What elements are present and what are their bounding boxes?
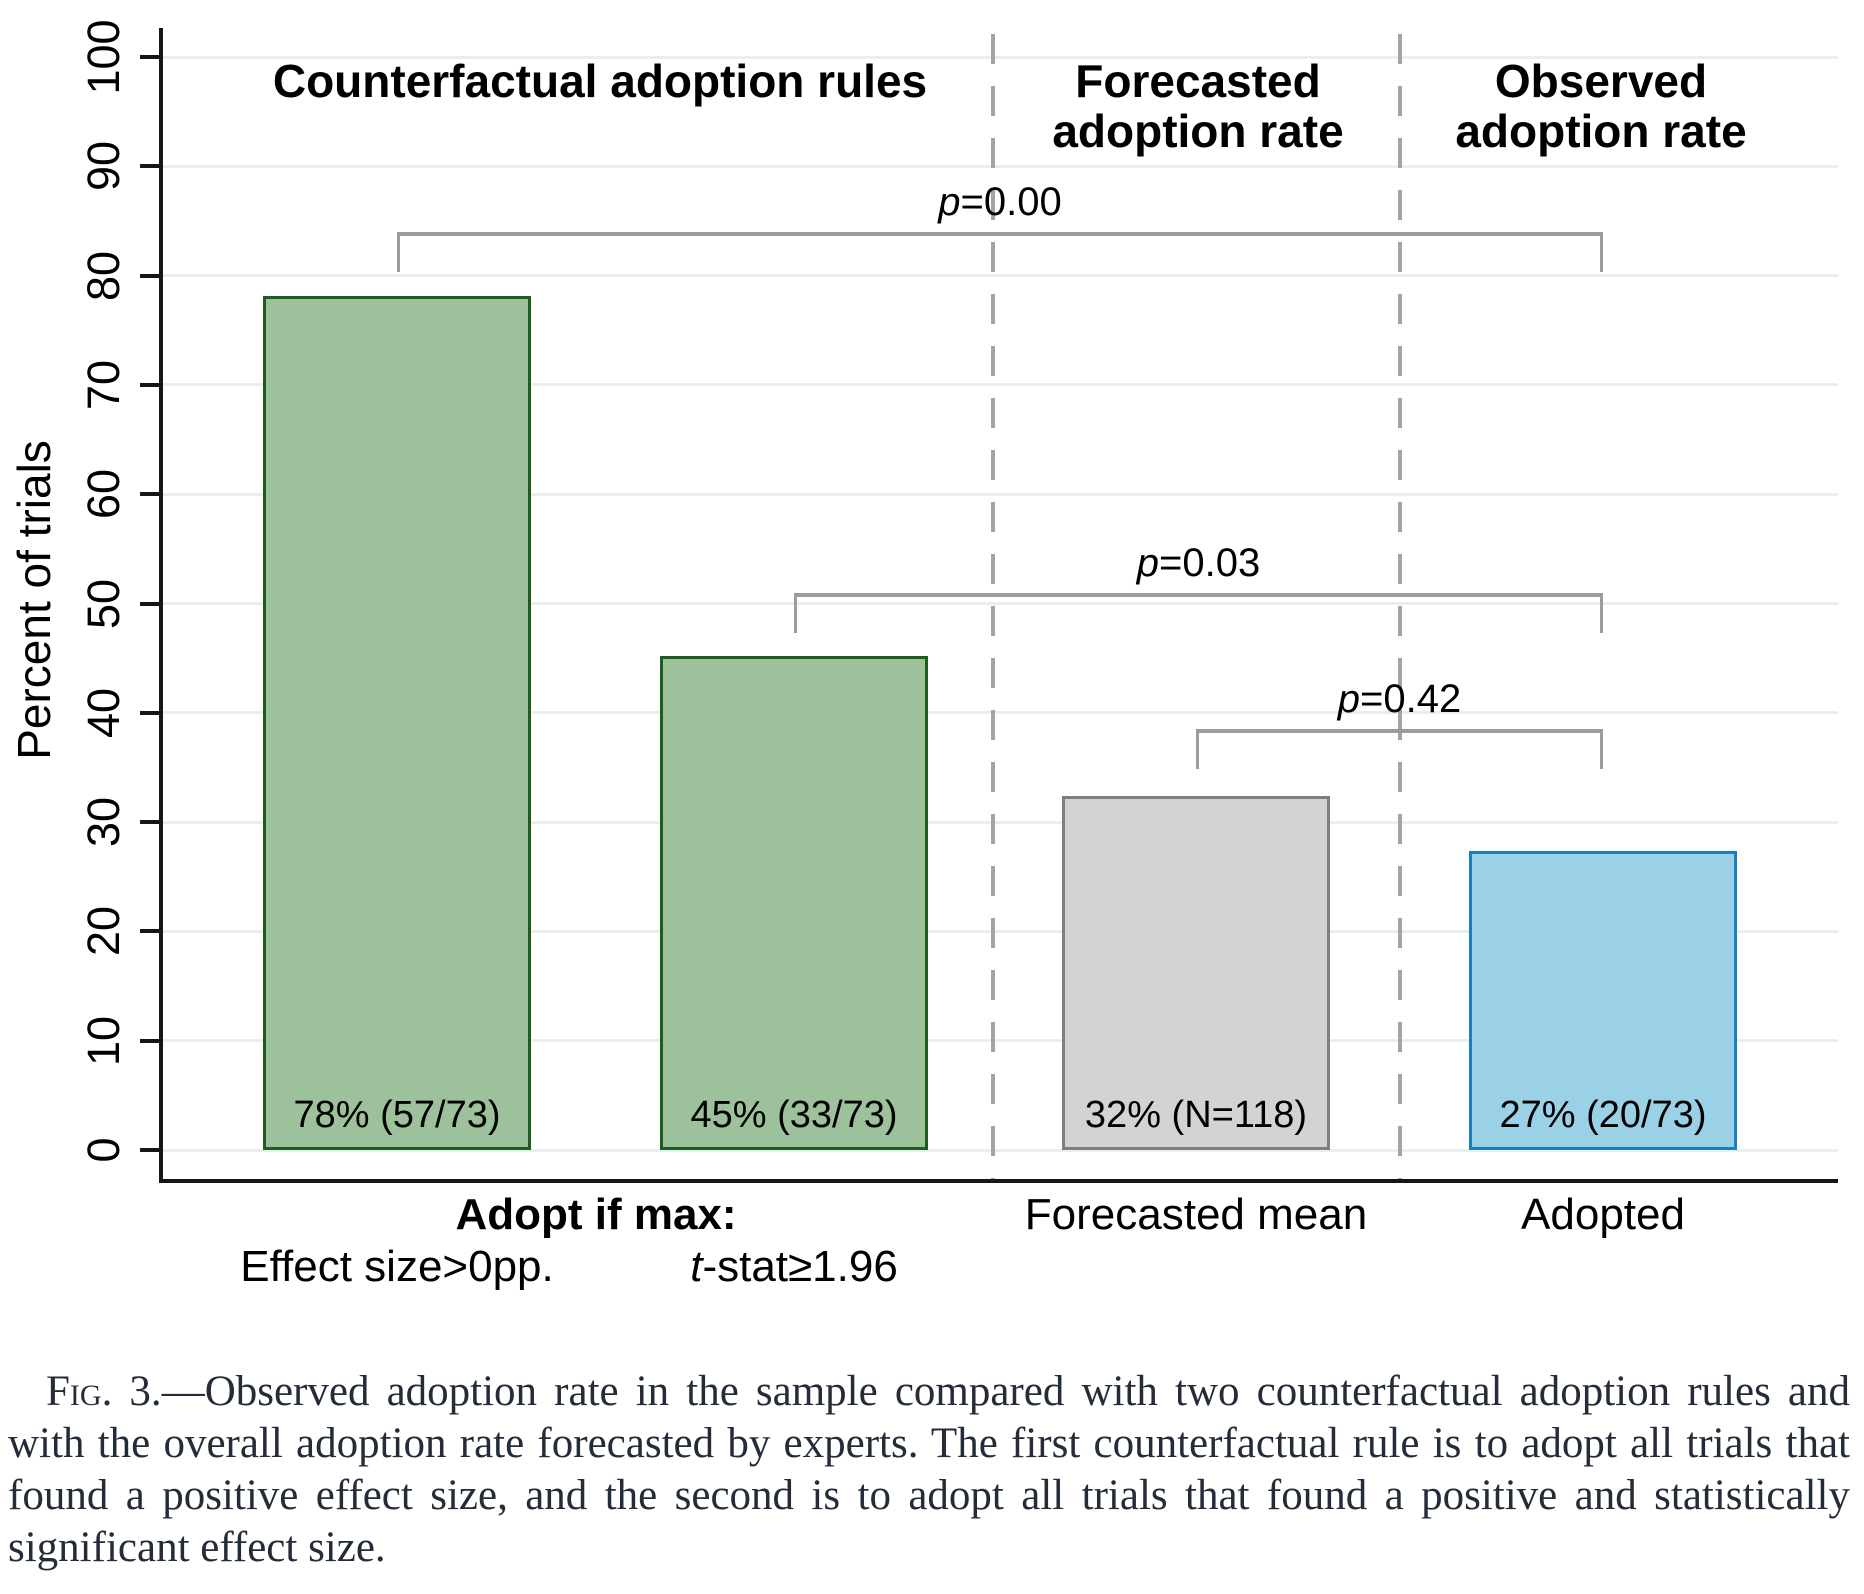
figure-caption-text: —Observed adoption rate in the sample co… bbox=[8, 1368, 1850, 1571]
x-group-label: Adopt if max: bbox=[455, 1190, 737, 1239]
section-header-counterfactual-adoption-rules: Counterfactual adoption rules bbox=[272, 55, 928, 107]
y-axis-line bbox=[159, 28, 163, 1183]
x-axis-line bbox=[159, 1179, 1838, 1183]
gridline bbox=[163, 1039, 1838, 1043]
x-tick-label: t-stat≥1.96 bbox=[690, 1242, 898, 1291]
y-tick-label: 50 bbox=[78, 578, 129, 629]
y-tick-label: 20 bbox=[78, 906, 129, 957]
gridline bbox=[163, 55, 1838, 59]
y-axis-tick bbox=[140, 601, 162, 606]
section-header-observed-adoption-rate: Observed adoption rate bbox=[1455, 55, 1747, 157]
gridline bbox=[163, 602, 1838, 605]
bar: 32% (N=118) bbox=[1062, 795, 1330, 1150]
figure-caption-label: Fig. 3. bbox=[46, 1368, 162, 1415]
y-axis-tick bbox=[140, 492, 162, 497]
y-tick-label: 0 bbox=[78, 1137, 129, 1163]
y-tick-label: 80 bbox=[78, 250, 129, 301]
y-tick-label: 10 bbox=[78, 1015, 129, 1066]
x-tick-label: Forecasted mean bbox=[1024, 1190, 1368, 1239]
y-axis-tick bbox=[140, 273, 162, 278]
gridline bbox=[163, 929, 1838, 933]
p-value-label: p=0.00 bbox=[938, 179, 1062, 224]
p-bracket-tick bbox=[1600, 729, 1603, 770]
bar-value-label: 45% (33/73) bbox=[690, 1093, 898, 1136]
bar-value-label: 78% (57/73) bbox=[293, 1093, 501, 1136]
y-tick-label: 60 bbox=[78, 469, 129, 520]
y-tick-label: 30 bbox=[78, 797, 129, 848]
figure-caption: Fig. 3.—Observed adoption rate in the sa… bbox=[8, 1366, 1850, 1574]
p-bracket-tick bbox=[1600, 592, 1603, 633]
p-bracket-line bbox=[397, 231, 1603, 236]
y-axis-tick bbox=[140, 710, 162, 715]
y-axis-title: Percent of trials bbox=[8, 440, 60, 760]
y-axis-tick bbox=[140, 929, 162, 934]
y-axis-tick bbox=[140, 164, 162, 169]
gridline bbox=[163, 711, 1838, 715]
p-bracket-line bbox=[1196, 729, 1603, 734]
y-axis-tick bbox=[140, 820, 162, 825]
bar: 27% (20/73) bbox=[1469, 850, 1737, 1150]
bar-value-label: 32% (N=118) bbox=[1084, 1093, 1308, 1136]
y-axis-tick bbox=[140, 1038, 162, 1043]
p-bracket-tick bbox=[397, 231, 400, 272]
bar-value-label: 27% (20/73) bbox=[1499, 1093, 1707, 1136]
dashed-separator bbox=[1398, 34, 1402, 1179]
y-axis-tick bbox=[140, 1148, 162, 1152]
p-value-label: p=0.42 bbox=[1337, 677, 1462, 722]
bar: 45% (33/73) bbox=[660, 655, 928, 1150]
bar: 78% (57/73) bbox=[263, 296, 531, 1150]
p-bracket-line bbox=[794, 592, 1603, 597]
y-tick-label: 90 bbox=[78, 141, 129, 192]
y-tick-label: 70 bbox=[78, 359, 129, 410]
gridline bbox=[163, 274, 1838, 278]
y-tick-label: 100 bbox=[78, 19, 129, 95]
gridline bbox=[163, 492, 1838, 496]
section-header-forecasted-adoption-rate: Forecasted adoption rate bbox=[1052, 55, 1344, 157]
x-tick-label: Adopted bbox=[1521, 1190, 1685, 1239]
gridline bbox=[163, 820, 1838, 824]
y-tick-label: 40 bbox=[78, 687, 129, 738]
y-axis-tick bbox=[140, 382, 162, 387]
p-bracket-tick bbox=[1196, 729, 1199, 770]
gridline bbox=[163, 1148, 1838, 1152]
gridline bbox=[163, 164, 1838, 168]
gridline bbox=[163, 383, 1838, 387]
dashed-separator bbox=[991, 34, 995, 1179]
p-bracket-tick bbox=[794, 592, 797, 633]
y-axis-tick bbox=[140, 55, 162, 59]
p-value-label: p=0.03 bbox=[1136, 540, 1261, 585]
x-tick-label: Effect size>0pp. bbox=[240, 1242, 554, 1291]
p-bracket-tick bbox=[1600, 231, 1603, 272]
bar-chart: Percent of trials Adopt if max: 0 10 20 30 4… bbox=[8, 19, 1838, 1291]
